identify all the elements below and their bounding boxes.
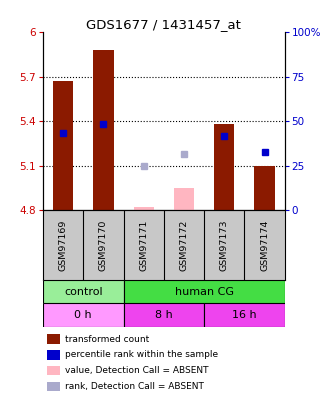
Text: GSM97171: GSM97171 xyxy=(139,220,148,271)
Text: 8 h: 8 h xyxy=(155,310,173,320)
Text: GSM97169: GSM97169 xyxy=(59,220,68,271)
Text: GSM97174: GSM97174 xyxy=(260,220,269,271)
Text: 0 h: 0 h xyxy=(74,310,92,320)
Bar xyxy=(134,207,154,210)
Text: GSM97172: GSM97172 xyxy=(179,220,188,271)
Bar xyxy=(123,280,285,303)
Bar xyxy=(47,334,60,344)
Bar xyxy=(204,303,285,327)
Bar xyxy=(93,50,114,210)
Text: 16 h: 16 h xyxy=(232,310,257,320)
Text: transformed count: transformed count xyxy=(65,335,149,343)
Text: GSM97173: GSM97173 xyxy=(220,219,229,271)
Text: human CG: human CG xyxy=(175,287,234,297)
Bar xyxy=(214,124,234,210)
Text: GSM97170: GSM97170 xyxy=(99,220,108,271)
Bar xyxy=(47,350,60,360)
Bar xyxy=(123,303,204,327)
Bar xyxy=(47,382,60,391)
Text: value, Detection Call = ABSENT: value, Detection Call = ABSENT xyxy=(65,366,208,375)
Bar xyxy=(255,166,275,210)
Title: GDS1677 / 1431457_at: GDS1677 / 1431457_at xyxy=(86,18,241,31)
Text: control: control xyxy=(64,287,103,297)
Text: rank, Detection Call = ABSENT: rank, Detection Call = ABSENT xyxy=(65,382,204,391)
Bar xyxy=(53,81,73,210)
Text: percentile rank within the sample: percentile rank within the sample xyxy=(65,350,218,359)
Bar xyxy=(43,280,123,303)
Bar xyxy=(174,188,194,210)
Bar xyxy=(43,303,123,327)
Bar xyxy=(47,366,60,375)
